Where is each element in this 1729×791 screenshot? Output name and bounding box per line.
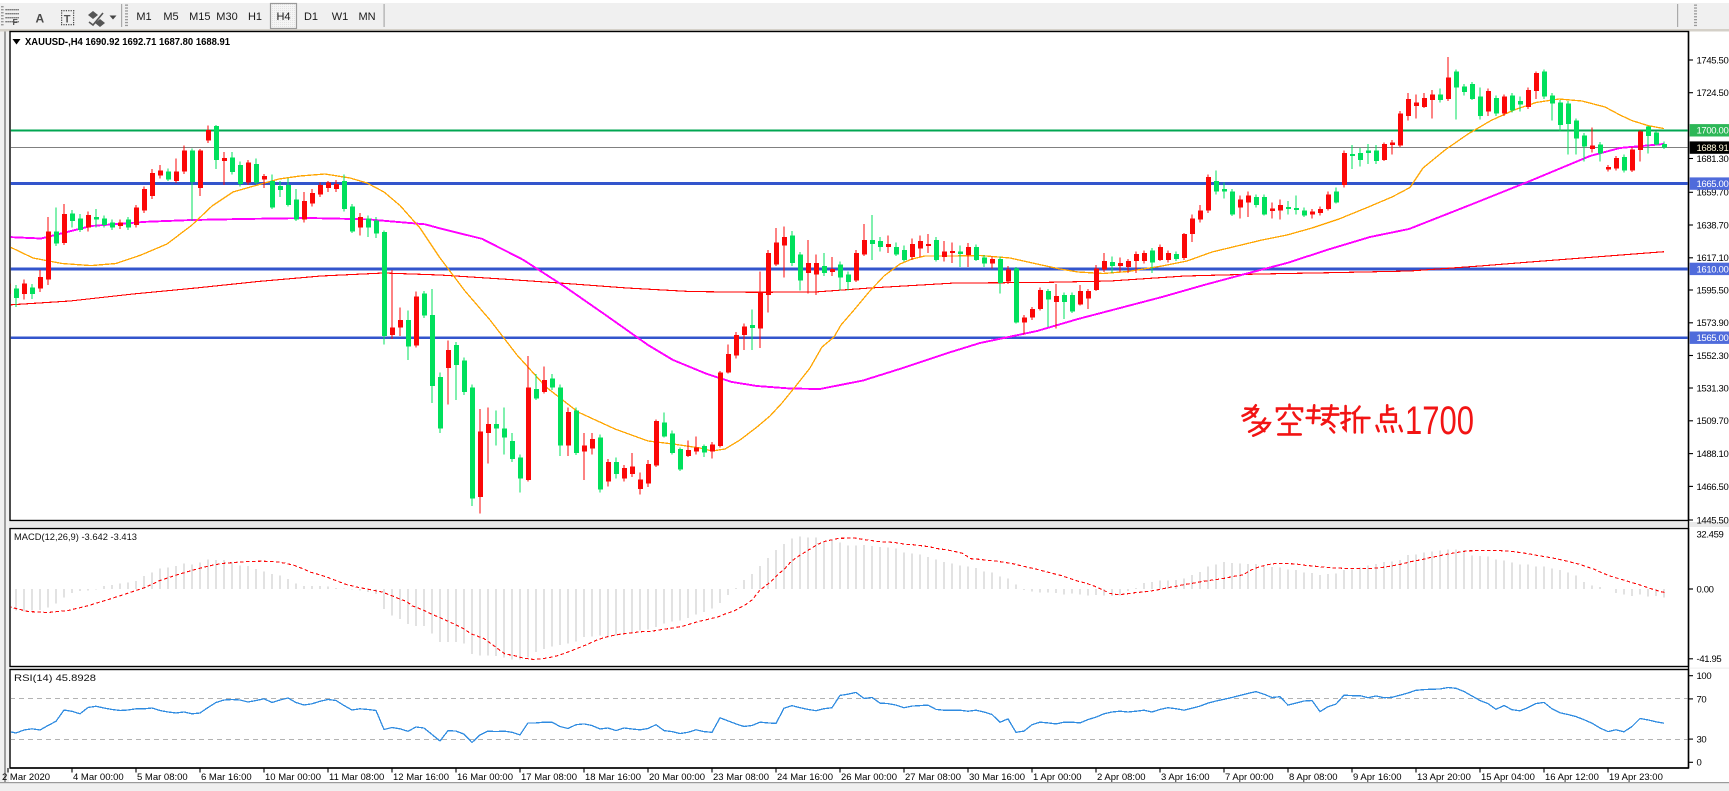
svg-text:W1: W1: [332, 11, 349, 23]
svg-text:1509.70: 1509.70: [1697, 416, 1729, 427]
svg-text:RSI(14) 45.8928: RSI(14) 45.8928: [14, 673, 96, 683]
svg-text:1724.50: 1724.50: [1697, 88, 1729, 99]
svg-text:13 Apr 20:00: 13 Apr 20:00: [1417, 772, 1471, 783]
svg-text:1610.00: 1610.00: [1697, 264, 1729, 275]
svg-text:M5: M5: [163, 11, 178, 23]
svg-text:1681.30: 1681.30: [1697, 154, 1729, 165]
svg-text:9 Apr 16:00: 9 Apr 16:00: [1353, 772, 1402, 783]
svg-text:24 Mar 16:00: 24 Mar 16:00: [777, 772, 833, 783]
svg-text:A: A: [36, 12, 45, 26]
svg-text:4 Mar 00:00: 4 Mar 00:00: [73, 772, 124, 783]
svg-text:F: F: [13, 17, 18, 27]
svg-text:1466.50: 1466.50: [1697, 482, 1729, 493]
svg-text:D1: D1: [304, 11, 318, 23]
svg-text:26 Mar 00:00: 26 Mar 00:00: [841, 772, 897, 783]
svg-text:30 Mar 16:00: 30 Mar 16:00: [969, 772, 1025, 783]
svg-text:18 Mar 16:00: 18 Mar 16:00: [585, 772, 641, 783]
svg-text:8 Apr 08:00: 8 Apr 08:00: [1289, 772, 1338, 783]
svg-text:30: 30: [1697, 735, 1707, 746]
svg-text:1745.50: 1745.50: [1697, 55, 1729, 66]
svg-text:1700: 1700: [1405, 399, 1474, 443]
svg-text:0: 0: [1697, 758, 1702, 769]
svg-text:1659.70: 1659.70: [1697, 188, 1729, 199]
svg-text:M1: M1: [136, 11, 151, 23]
svg-text:1665.00: 1665.00: [1697, 179, 1729, 190]
svg-text:70: 70: [1697, 694, 1707, 705]
svg-text:5 Mar 08:00: 5 Mar 08:00: [137, 772, 188, 783]
svg-text:1445.50: 1445.50: [1697, 515, 1729, 526]
svg-text:12 Mar 16:00: 12 Mar 16:00: [393, 772, 449, 783]
svg-text:1488.10: 1488.10: [1697, 449, 1729, 460]
svg-text:XAUUSD-,H4 1690.92 1692.71 16: XAUUSD-,H4 1690.92 1692.71 1687.80 1688.…: [25, 36, 230, 48]
svg-text:16 Mar 00:00: 16 Mar 00:00: [457, 772, 513, 783]
svg-text:MACD(12,26,9) -3.642 -3.413: MACD(12,26,9) -3.642 -3.413: [14, 532, 137, 542]
svg-text:19 Apr 23:00: 19 Apr 23:00: [1609, 772, 1663, 783]
svg-text:16 Apr 12:00: 16 Apr 12:00: [1545, 772, 1599, 783]
svg-text:-41.95: -41.95: [1697, 654, 1722, 665]
svg-text:T: T: [64, 14, 71, 26]
svg-text:1573.90: 1573.90: [1697, 318, 1729, 329]
svg-text:1552.30: 1552.30: [1697, 351, 1729, 362]
svg-text:MN: MN: [358, 11, 375, 23]
svg-text:100: 100: [1697, 671, 1712, 682]
svg-text:10 Mar 00:00: 10 Mar 00:00: [265, 772, 321, 783]
svg-text:2 Mar 2020: 2 Mar 2020: [2, 772, 50, 783]
svg-text:M15: M15: [189, 11, 210, 23]
svg-text:17 Mar 08:00: 17 Mar 08:00: [521, 772, 577, 783]
svg-text:M30: M30: [216, 11, 237, 23]
svg-text:0.00: 0.00: [1697, 584, 1714, 595]
svg-text:27 Mar 08:00: 27 Mar 08:00: [905, 772, 961, 783]
svg-text:1700.00: 1700.00: [1697, 126, 1729, 137]
svg-text:7 Apr 00:00: 7 Apr 00:00: [1225, 772, 1274, 783]
svg-text:15 Apr 04:00: 15 Apr 04:00: [1481, 772, 1535, 783]
svg-text:1688.91: 1688.91: [1697, 143, 1729, 154]
svg-text:1638.70: 1638.70: [1697, 220, 1729, 231]
svg-text:11 Mar 08:00: 11 Mar 08:00: [329, 772, 384, 783]
svg-text:23 Mar 08:00: 23 Mar 08:00: [713, 772, 769, 783]
svg-text:H1: H1: [248, 11, 262, 23]
svg-text:3 Apr 16:00: 3 Apr 16:00: [1161, 772, 1210, 783]
svg-text:1 Apr 00:00: 1 Apr 00:00: [1033, 772, 1082, 783]
svg-text:1617.10: 1617.10: [1697, 253, 1729, 264]
svg-text:1565.00: 1565.00: [1697, 333, 1729, 344]
svg-text:20 Mar 00:00: 20 Mar 00:00: [649, 772, 705, 783]
svg-text:H4: H4: [276, 11, 290, 23]
svg-text:1595.50: 1595.50: [1697, 285, 1729, 296]
svg-text:1531.30: 1531.30: [1697, 383, 1729, 394]
svg-text:6 Mar 16:00: 6 Mar 16:00: [201, 772, 252, 783]
svg-text:2 Apr 08:00: 2 Apr 08:00: [1097, 772, 1146, 783]
svg-text:32.459: 32.459: [1697, 530, 1724, 541]
